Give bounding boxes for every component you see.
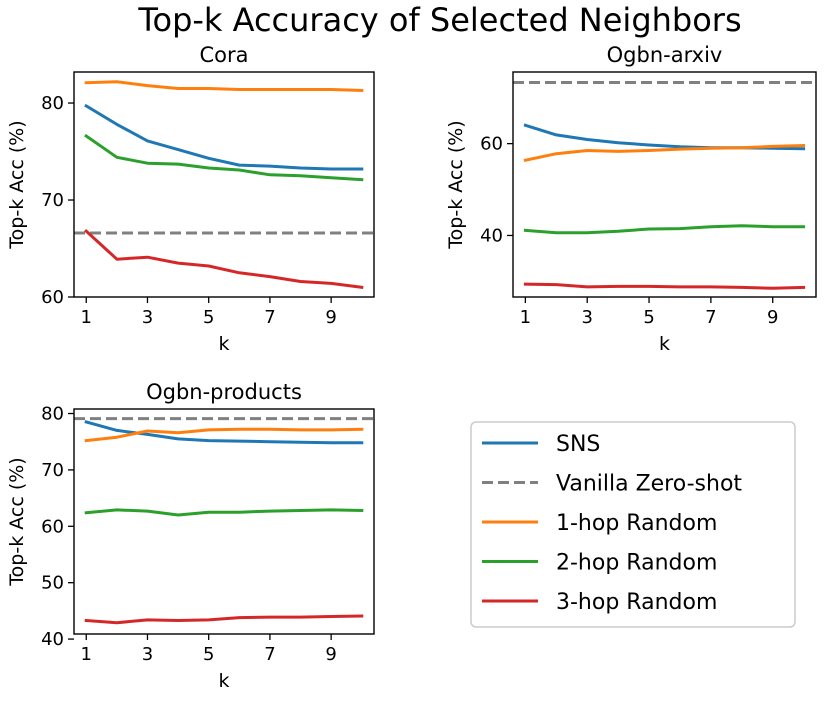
legend-label-vanilla-zero-shot: Vanilla Zero-shot xyxy=(556,472,742,497)
y-axis-label: Top-k Acc (%) xyxy=(6,457,28,586)
panel-title: Ogbn-products xyxy=(146,380,302,404)
series-line-sns xyxy=(84,420,364,445)
panel-ogbn-arxiv: Ogbn-arxiv 1 3 5 7 9 40 60 k Top-k Acc (%) xyxy=(445,43,817,355)
x-tick-label: 9 xyxy=(767,307,778,328)
series-line-3-hop-random xyxy=(523,282,806,290)
panel-cora: Cora 1 3 5 7 9 60 70 80 k Top-k Acc (%) xyxy=(6,43,375,355)
legend-frame xyxy=(470,421,796,628)
x-tick-label: 3 xyxy=(142,644,153,665)
x-tick-label: 9 xyxy=(325,307,336,328)
y-axis-label: Top-k Acc (%) xyxy=(445,120,467,249)
series-line-2-hop-random xyxy=(523,224,806,235)
y-tick-label: 80 xyxy=(41,93,64,114)
x-tick-label: 9 xyxy=(325,644,336,665)
series-line-sns xyxy=(84,103,364,171)
series-line-1-hop-random xyxy=(84,427,364,443)
x-tick-label: 7 xyxy=(264,307,275,328)
legend-label-sns: SNS xyxy=(556,432,600,457)
y-axis-label: Top-k Acc (%) xyxy=(6,120,28,249)
series-line-1-hop-random xyxy=(84,80,364,92)
series-line-2-hop-random xyxy=(84,508,364,517)
panel-title: Cora xyxy=(199,43,248,67)
y-tick-label: 70 xyxy=(41,190,64,211)
y-tick-label: 40 xyxy=(480,225,503,246)
y-tick-label: 50 xyxy=(41,573,64,594)
axes-frame xyxy=(73,71,375,298)
x-tick-label: 3 xyxy=(142,307,153,328)
x-axis-label: k xyxy=(218,333,229,355)
figure-title: Top-k Accuracy of Selected Neighbors xyxy=(137,1,741,39)
y-tick-label: 60 xyxy=(41,287,64,308)
legend-label-3-hop-random: 3-hop Random xyxy=(556,590,717,615)
plot-data xyxy=(74,417,374,625)
series-line-1-hop-random xyxy=(523,143,806,162)
series-line-2-hop-random xyxy=(84,133,364,182)
axes-frame xyxy=(512,71,817,298)
y-tick-label: 60 xyxy=(41,516,64,537)
x-tick-label: 5 xyxy=(643,307,654,328)
legend-label-2-hop-random: 2-hop Random xyxy=(556,551,717,576)
x-axis-label: k xyxy=(659,333,670,355)
panel-title: Ogbn-arxiv xyxy=(607,43,723,67)
plot-data xyxy=(74,80,374,289)
y-tick-label: 60 xyxy=(480,134,503,155)
legend: SNS Vanilla Zero-shot 1-hop Random 2-hop Ra… xyxy=(470,421,796,628)
legend-label-1-hop-random: 1-hop Random xyxy=(556,511,717,536)
y-tick-label: 80 xyxy=(41,404,64,425)
x-tick-label: 5 xyxy=(203,644,214,665)
x-tick-label: 1 xyxy=(520,307,531,328)
x-tick-label: 1 xyxy=(81,307,92,328)
plot-data xyxy=(513,81,816,290)
x-tick-label: 5 xyxy=(203,307,214,328)
x-axis-label: k xyxy=(218,670,229,692)
series-line-3-hop-random xyxy=(84,614,364,625)
x-tick-label: 7 xyxy=(264,644,275,665)
panel-ogbn-products: Ogbn-products 1 3 5 7 9 40 50 60 70 80 k Top-k Acc (… xyxy=(6,380,375,692)
y-tick-label: 40 xyxy=(41,629,64,650)
axes-frame xyxy=(73,408,375,635)
x-tick-label: 7 xyxy=(705,307,716,328)
x-tick-label: 1 xyxy=(81,644,92,665)
y-tick-label: 70 xyxy=(41,460,64,481)
x-tick-label: 3 xyxy=(581,307,592,328)
series-line-3-hop-random xyxy=(84,228,364,289)
